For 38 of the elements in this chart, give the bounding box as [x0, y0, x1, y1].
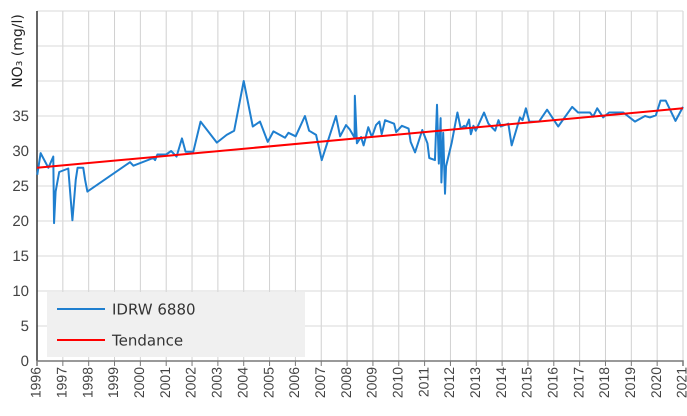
x-tick-label: 2016	[544, 366, 561, 398]
x-tick-label: 2015	[518, 366, 535, 398]
x-tick-label: 2020	[648, 366, 664, 398]
x-tick-label: 2000	[131, 366, 148, 398]
x-tick-label: 2009	[364, 366, 380, 398]
y-axis-title: NO₃ (mg/l)	[10, 14, 26, 88]
x-tick-label: 2021	[674, 366, 687, 398]
x-tick-label: 1998	[79, 366, 96, 398]
x-tick-label: 2008	[338, 366, 354, 398]
x-tick-label: 2010	[389, 366, 406, 398]
x-tick-label: 1997	[54, 366, 70, 398]
y-tick-label: 25	[12, 178, 29, 195]
x-tick-label: 1999	[105, 366, 122, 398]
line-series	[36, 80, 684, 224]
y-tick-label: 35	[12, 108, 29, 125]
y-tick-label: 0	[20, 352, 29, 370]
x-tick-label: 2018	[596, 366, 612, 398]
x-tick-label: 1996	[28, 366, 44, 398]
legend-label: Tendance	[111, 331, 184, 350]
x-tick-label: 2005	[260, 366, 276, 398]
y-tick-label: 15	[12, 248, 29, 265]
x-tick-label: 2011	[415, 366, 432, 398]
x-tick-label: 2013	[466, 366, 483, 398]
x-tick-label: 2002	[182, 366, 199, 398]
y-tick-label: 20	[12, 212, 29, 230]
y-tick-label: 5	[20, 318, 29, 335]
y-tick-label: 10	[12, 282, 29, 300]
x-tick-label: 2003	[208, 366, 225, 398]
x-tick-label: 2012	[441, 366, 458, 398]
x-tick-label: 2004	[234, 366, 250, 398]
y-tick-label: 30	[12, 142, 29, 160]
x-tick-label: 2001	[156, 366, 173, 398]
legend-label: IDRW 6880	[112, 300, 196, 318]
x-tick-label: 2007	[312, 366, 328, 398]
x-tick-label: 2019	[622, 366, 638, 398]
x-tick-label: 2017	[570, 366, 586, 398]
x-tick-label: 2006	[286, 366, 302, 398]
x-tick-label: 2014	[492, 366, 509, 398]
